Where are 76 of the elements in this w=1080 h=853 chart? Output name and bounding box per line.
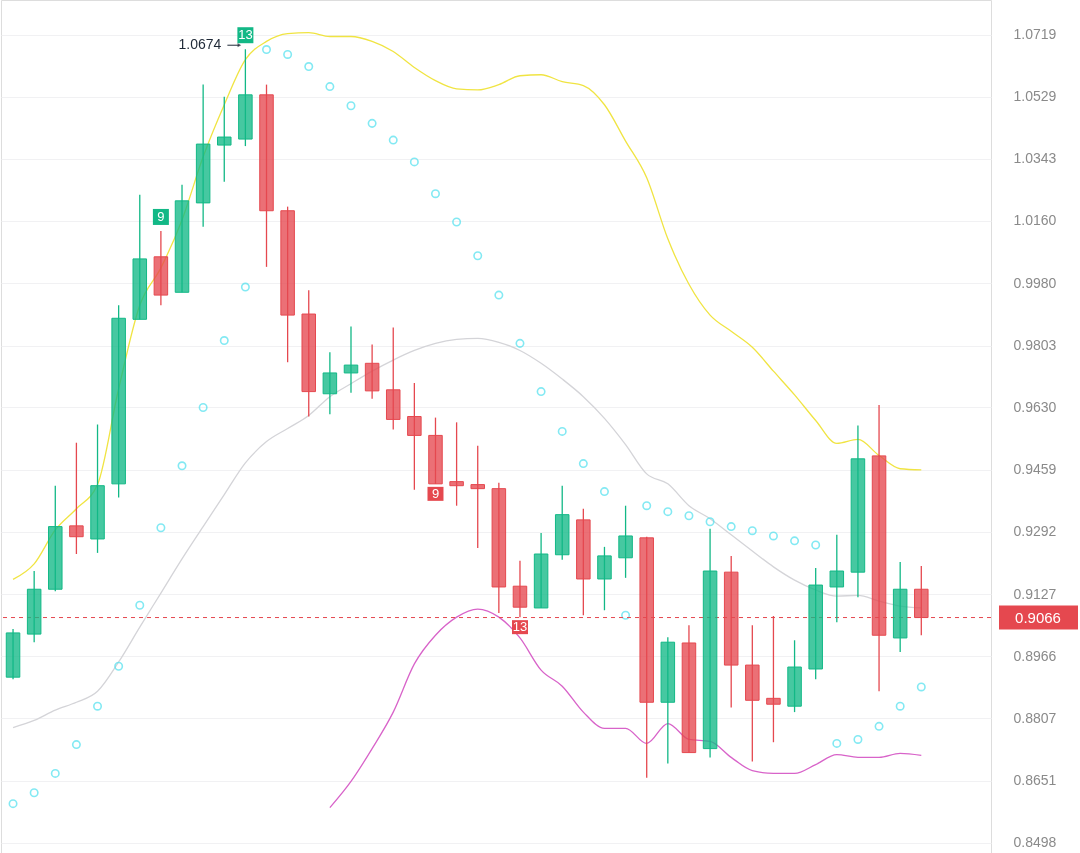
y-tick-label: 1.0529 (1013, 88, 1057, 105)
point (705, 517, 715, 527)
point (684, 511, 694, 521)
point (367, 118, 377, 128)
point (790, 536, 800, 546)
annotation: 9 (431, 485, 440, 501)
line-series (329, 608, 922, 809)
point (621, 610, 631, 620)
point (578, 459, 588, 469)
point (135, 600, 145, 610)
y-tick-label: 0.9630 (1013, 398, 1057, 415)
point (557, 426, 567, 436)
y-tick-label: 0.9459 (1013, 461, 1057, 478)
point (219, 336, 229, 346)
y-tick-label: 0.9980 (1013, 274, 1057, 291)
point (895, 701, 905, 711)
point (663, 507, 673, 517)
point (8, 799, 18, 809)
point (304, 62, 314, 72)
point (71, 740, 81, 750)
point (430, 189, 440, 199)
annotation: 1.0674 (178, 36, 222, 53)
point (29, 788, 39, 798)
point (114, 661, 124, 671)
candlestick (407, 382, 422, 491)
point (916, 682, 926, 692)
point (726, 522, 736, 532)
point (473, 251, 483, 261)
point (177, 461, 187, 471)
y-tick-label: 0.9127 (1013, 585, 1057, 602)
point (494, 290, 504, 300)
annotation: 13 (512, 619, 528, 635)
point (198, 402, 208, 412)
point (156, 523, 166, 533)
candlestick (470, 444, 485, 549)
point (853, 734, 863, 744)
y-tick-label: 0.8807 (1013, 709, 1057, 726)
y-tick-label: 0.8651 (1013, 772, 1057, 789)
y-tick-label: 0.8966 (1013, 647, 1057, 664)
point (599, 487, 609, 497)
point (240, 282, 250, 292)
y-tick-label: 0.9292 (1013, 523, 1057, 540)
candlestick (217, 96, 232, 183)
point (346, 101, 356, 111)
y-tick-label: 1.0719 (1013, 26, 1057, 43)
point (832, 738, 842, 748)
annotation: 13 (238, 27, 253, 43)
point (50, 768, 60, 778)
candlestick (597, 546, 612, 611)
point (93, 701, 103, 711)
point (811, 540, 821, 550)
ref-line-label: 0.9066 (1015, 608, 1061, 626)
point (768, 531, 778, 541)
point (283, 49, 293, 59)
candlestick (343, 325, 359, 394)
point (262, 45, 272, 55)
point (452, 217, 462, 227)
point (642, 501, 652, 511)
point (409, 157, 419, 167)
y-tick-label: 1.0160 (1013, 212, 1057, 229)
y-tick-label: 0.8498 (1013, 834, 1057, 851)
candlestick (829, 534, 845, 623)
candlestick (449, 421, 464, 507)
point (874, 721, 884, 731)
point (515, 338, 525, 348)
candlestick (322, 351, 338, 415)
y-tick-label: 1.0343 (1013, 150, 1057, 167)
point (325, 82, 335, 92)
y-tick-label: 0.9803 (1013, 337, 1057, 353)
point (388, 135, 398, 145)
annotation: 9 (157, 208, 165, 224)
point (536, 387, 546, 397)
point (747, 526, 757, 536)
candlestick (69, 442, 84, 555)
candlestick (618, 505, 633, 579)
candlestick (512, 560, 528, 618)
